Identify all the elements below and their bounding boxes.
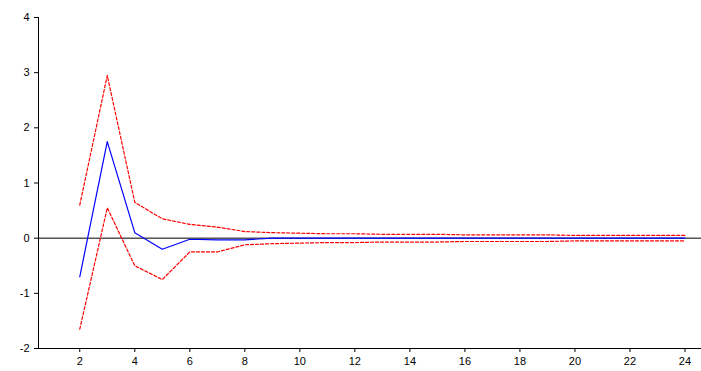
svg-text:12: 12 xyxy=(349,355,361,367)
svg-text:24: 24 xyxy=(679,355,691,367)
svg-text:10: 10 xyxy=(294,355,306,367)
svg-text:4: 4 xyxy=(132,355,138,367)
svg-text:20: 20 xyxy=(569,355,581,367)
svg-text:2: 2 xyxy=(77,355,83,367)
svg-text:0: 0 xyxy=(23,232,29,244)
svg-text:18: 18 xyxy=(514,355,526,367)
svg-text:1: 1 xyxy=(23,177,29,189)
svg-text:14: 14 xyxy=(404,355,416,367)
svg-text:-2: -2 xyxy=(20,342,30,354)
svg-text:22: 22 xyxy=(624,355,636,367)
svg-text:6: 6 xyxy=(187,355,193,367)
svg-text:3: 3 xyxy=(23,66,29,78)
svg-text:16: 16 xyxy=(459,355,471,367)
svg-text:2: 2 xyxy=(23,121,29,133)
svg-text:8: 8 xyxy=(242,355,248,367)
svg-text:4: 4 xyxy=(23,11,29,23)
svg-text:-1: -1 xyxy=(20,287,30,299)
